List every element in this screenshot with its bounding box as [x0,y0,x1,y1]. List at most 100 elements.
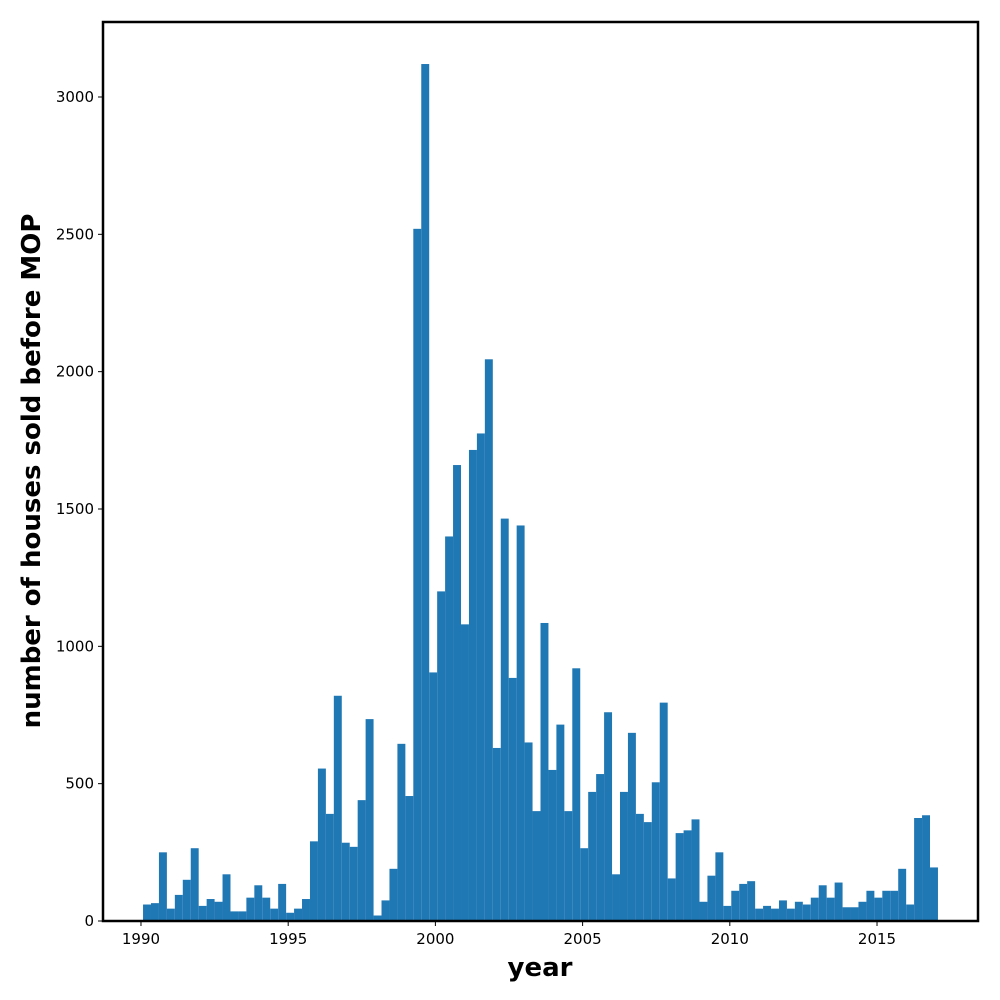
y-tick-label: 0 [84,912,94,930]
bar [158,852,167,921]
bar [198,905,207,921]
bar [405,796,414,921]
bar [333,695,342,921]
bar [341,842,350,921]
bar [437,591,446,921]
bar [230,911,239,921]
bar [174,894,183,921]
bar [612,874,620,921]
bar [484,359,493,922]
bar [906,904,915,921]
bar [778,900,787,921]
bar [508,677,517,921]
y-tick-label: 500 [65,775,94,793]
bar [635,813,644,921]
bar [755,908,764,921]
bar [461,624,469,921]
bar [763,905,772,921]
bar [715,852,724,921]
bar [246,897,255,921]
bar [818,885,827,921]
bar [802,904,811,921]
x-tick-label: 1995 [269,930,307,948]
bar [874,897,883,921]
bar [794,901,803,921]
bar [596,774,605,921]
y-tick-label: 2000 [56,363,94,381]
bar [842,907,851,921]
bar [524,742,533,921]
bar [834,882,843,921]
x-tick-label: 2005 [564,930,602,948]
bar [572,668,581,921]
bar [373,915,382,921]
bar [453,465,462,921]
x-tick-label: 2015 [858,930,896,948]
bar [349,846,358,921]
x-tick-label: 2000 [416,930,454,948]
bar [651,782,660,921]
bar [667,878,676,921]
bar [190,848,199,921]
bar [286,912,295,921]
bar [564,811,573,921]
bar [826,897,835,921]
x-axis-label: year [508,953,573,983]
bar [413,228,422,921]
bar [389,868,398,921]
bar [898,868,907,921]
bar [627,732,636,921]
y-tick-label: 1000 [56,637,94,655]
bar [659,702,668,921]
bar [500,518,509,921]
bar [707,875,716,921]
bar [914,817,923,921]
bar [723,905,732,921]
bar [739,883,748,921]
bar [882,890,891,921]
bar [850,907,859,921]
bar [532,811,541,921]
bar [294,908,303,921]
bar [476,433,485,921]
bar [238,911,247,921]
bar [381,900,390,921]
bar [182,879,191,921]
bar [540,622,549,921]
bar [429,672,438,921]
bar [421,64,430,921]
bar [588,791,597,921]
bar [619,791,628,921]
bar [548,769,557,921]
x-tick-label: 2010 [711,930,749,948]
bar [325,813,334,921]
bar [468,449,477,921]
bar [270,908,279,921]
bar [143,904,151,921]
bar [675,833,684,921]
bar [922,815,931,921]
bar [150,903,159,921]
x-tick-label: 1990 [122,930,160,948]
bar [166,908,175,921]
bar [580,848,589,921]
plot-frame [101,20,980,923]
bar [222,874,231,921]
bar [309,841,318,921]
bar [278,883,287,921]
bar [643,822,652,921]
bar [254,885,263,921]
bar [747,881,756,921]
bar [866,890,875,921]
bar [365,719,374,921]
y-axis-label: number of houses sold before MOP [17,214,47,729]
bar [357,800,366,921]
bar [214,901,223,921]
bar [810,897,819,921]
bar [516,525,525,921]
bar [206,899,215,921]
y-tick-label: 3000 [56,88,94,106]
bar [691,819,700,921]
bar [683,830,692,921]
